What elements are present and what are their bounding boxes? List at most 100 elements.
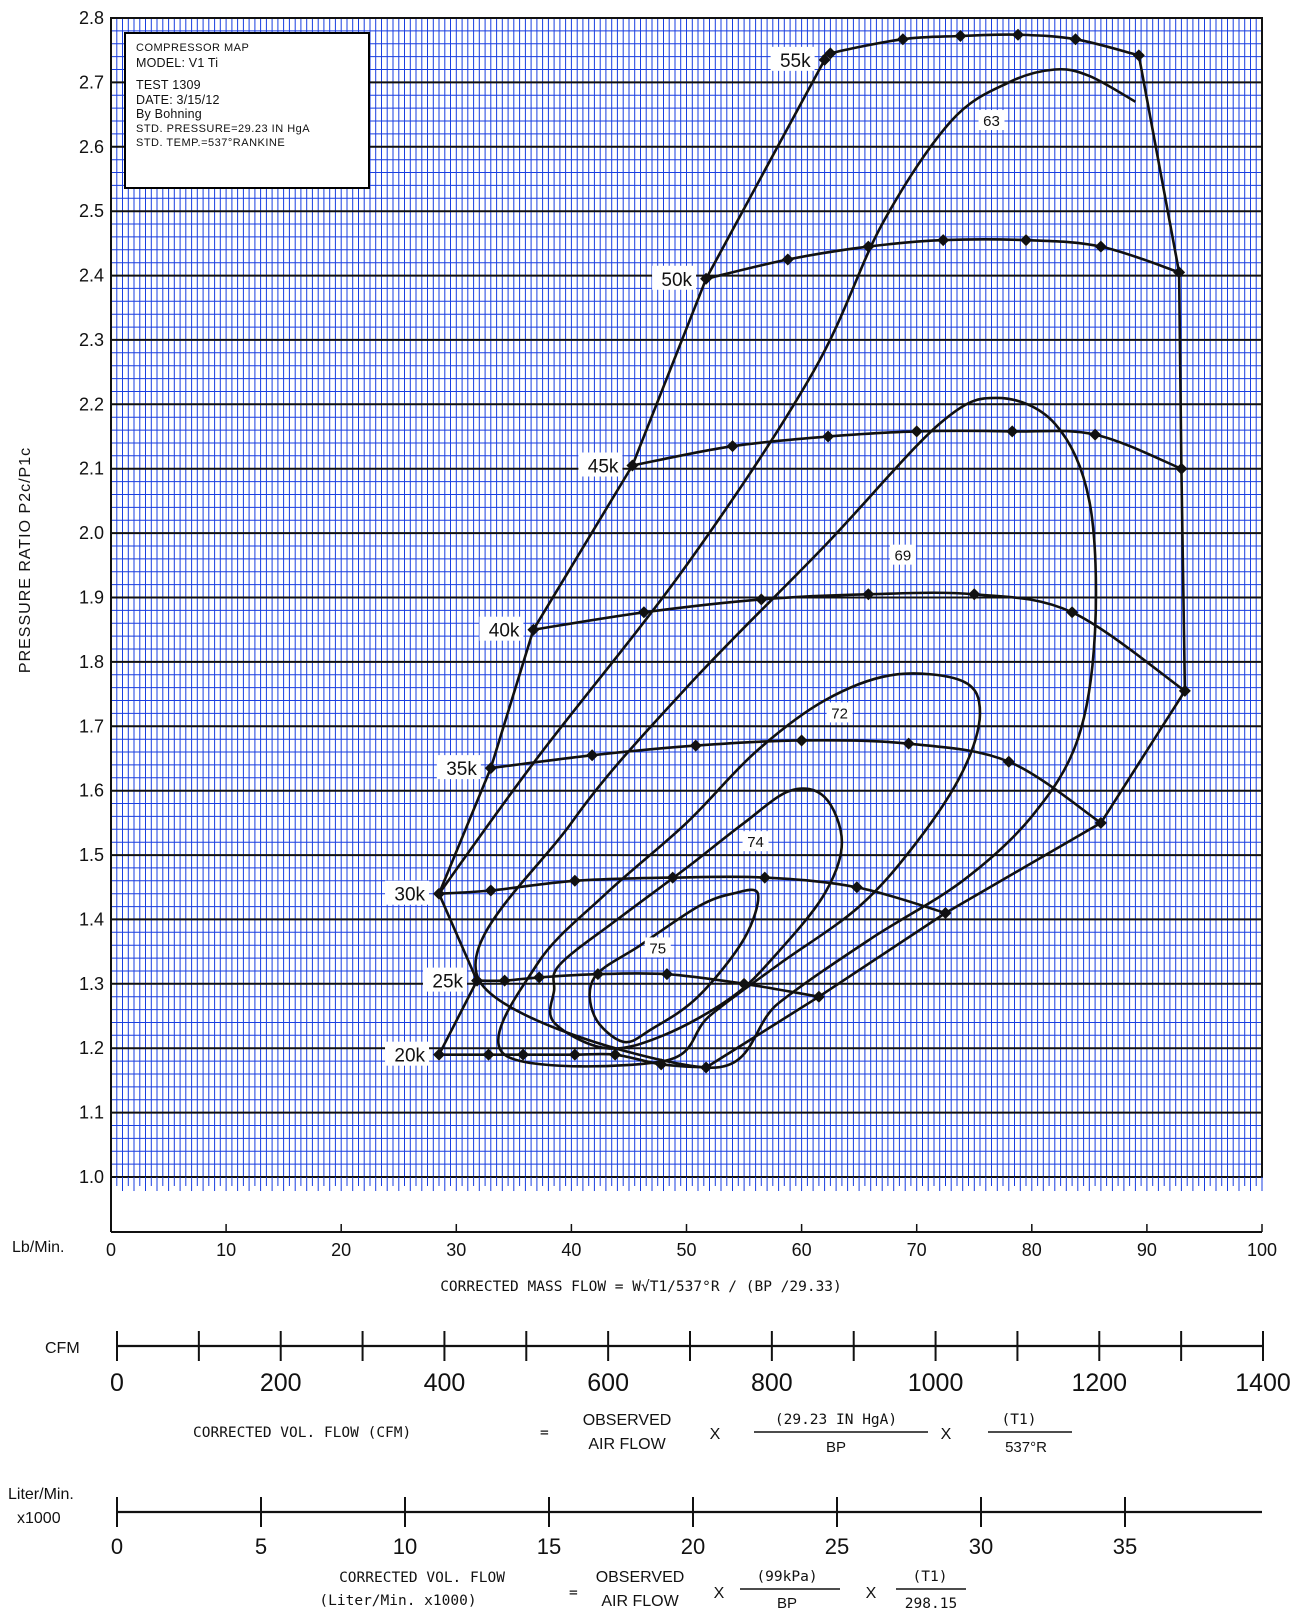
efficiency-label-bg <box>826 702 853 723</box>
y-tick-label: 1.5 <box>79 845 104 865</box>
data-point <box>666 871 679 884</box>
speed-label: 25k <box>432 972 463 993</box>
y-tick-label: 2.1 <box>79 459 104 479</box>
liter-formula-den1: AIR FLOW <box>601 1593 679 1610</box>
liter-tick-label: 15 <box>537 1534 561 1559</box>
cfm-formula-x2: X <box>941 1426 952 1443</box>
liter-formula-den2: BP <box>777 1595 797 1611</box>
data-point <box>862 240 875 253</box>
data-point <box>758 871 771 884</box>
data-point <box>568 874 581 887</box>
y-axis-label: PRESSURE RATIO P2c/P1c <box>17 447 34 673</box>
liter-formula-eq: = <box>569 1585 578 1601</box>
efficiency-island <box>588 888 760 1044</box>
data-point <box>850 881 863 894</box>
speed-label-bg <box>652 265 697 290</box>
x-axis-label: CORRECTED MASS FLOW = W√T1/537°R / (BP /… <box>440 1279 842 1295</box>
y-tick-label: 1.2 <box>79 1038 104 1058</box>
info-std-pressure: STD. PRESSURE=29.23 IN HgA <box>136 122 311 135</box>
data-point <box>726 440 739 453</box>
x-tick-label: 50 <box>676 1240 696 1260</box>
cfm-tick-label: 200 <box>260 1369 302 1397</box>
liter-formula-lhs2: (Liter/Min. x1000) <box>319 1593 476 1609</box>
efficiency-label-bg <box>889 544 916 565</box>
data-point <box>954 30 967 43</box>
data-point <box>700 1061 713 1074</box>
data-point <box>517 1048 530 1061</box>
x-tick-label: 70 <box>907 1240 927 1260</box>
liter-formula-den3: 298.15 <box>905 1596 957 1611</box>
liter-formula-x2: X <box>866 1585 877 1602</box>
test-info-box: COMPRESSOR MAP MODEL: V1 Ti TEST 1309 DA… <box>124 32 370 189</box>
cfm-tick-label: 0 <box>110 1369 124 1397</box>
data-point <box>433 887 446 900</box>
y-tick-label: 2.0 <box>79 523 104 543</box>
speed-label-bg <box>436 755 481 780</box>
cfm-formula-num1: OBSERVED <box>583 1412 672 1429</box>
tick-labels: 1.0 1.1 1.2 1.3 1.4 1.5 1.6 1.7 1.8 1.9 2.0 2.1 2.2 2… <box>79 8 1277 1260</box>
y-tick-label: 2.3 <box>79 330 104 350</box>
data-point <box>1020 234 1033 247</box>
cfm-tick-label: 800 <box>751 1369 793 1397</box>
data-point <box>484 884 497 897</box>
y-tick-label: 1.6 <box>79 781 104 801</box>
cfm-formula: CORRECTED VOL. FLOW (CFM) = OBSERVED AIR… <box>193 1412 1072 1456</box>
cfm-formula-lhs: CORRECTED VOL. FLOW (CFM) <box>193 1425 411 1441</box>
data-point <box>1002 755 1015 768</box>
liter-unit-label-2: x1000 <box>17 1510 61 1527</box>
data-point <box>586 749 599 762</box>
cfm-tick-label: 1400 <box>1235 1369 1291 1397</box>
data-point <box>609 1048 622 1061</box>
liter-formula: CORRECTED VOL. FLOW (Liter/Min. x1000) =… <box>319 1569 966 1611</box>
x-tick-label: 0 <box>106 1240 116 1260</box>
choke-line <box>705 55 1187 1069</box>
y-tick-label: 2.5 <box>79 201 104 221</box>
x-tick-label: 30 <box>446 1240 466 1260</box>
efficiency-label: 72 <box>831 705 848 722</box>
data-point <box>937 234 950 247</box>
efficiency-island <box>548 787 844 1050</box>
y-tick-label: 2.8 <box>79 8 104 28</box>
x-tick-label: 20 <box>331 1240 351 1260</box>
x-tick-label: 80 <box>1022 1240 1042 1260</box>
data-point <box>1006 425 1019 438</box>
data-point <box>1173 266 1186 279</box>
y-tick-label: 1.3 <box>79 974 104 994</box>
info-std-temp: STD. TEMP.=537°RANKINE <box>136 137 286 149</box>
data-point <box>812 990 825 1003</box>
secondary-axes: 0 200 400 600 800 1000 1200 1400 CFM 0 5 10 15 20 25 30… <box>8 1331 1291 1559</box>
y-tick-label: 2.4 <box>79 266 104 286</box>
x-unit-label: Lb/Min. <box>12 1239 64 1256</box>
cfm-formula-num2: (29.23 IN HgA) <box>775 1412 897 1428</box>
x-tick-label: 40 <box>561 1240 581 1260</box>
y-tick-label: 1.7 <box>79 716 104 736</box>
data-point <box>968 588 981 601</box>
liter-tick-label: 5 <box>255 1534 267 1559</box>
data-point <box>1066 606 1079 619</box>
data-point <box>822 430 835 443</box>
speed-lines <box>433 28 1191 1074</box>
data-point <box>781 253 794 266</box>
y-tick-label: 1.8 <box>79 652 104 672</box>
cfm-formula-den1: AIR FLOW <box>588 1436 666 1453</box>
data-point <box>626 459 639 472</box>
data-point <box>824 47 837 60</box>
data-point <box>896 33 909 46</box>
data-point <box>689 739 702 752</box>
cfm-formula-den2: BP <box>826 1439 846 1456</box>
data-point <box>902 737 915 750</box>
data-point <box>1089 428 1102 441</box>
speed-labels: 20k 25k 30k 35k 40k 45k 50k 55k <box>385 46 815 1067</box>
cfm-tick-label: 1000 <box>908 1369 964 1397</box>
cfm-tick-label: 400 <box>424 1369 466 1397</box>
y-tick-label: 1.4 <box>79 909 104 929</box>
liter-tick-label: 35 <box>1113 1534 1137 1559</box>
data-point <box>818 53 831 66</box>
cfm-formula-eq: = <box>540 1425 549 1441</box>
efficiency-label: 75 <box>649 940 666 957</box>
liter-tick-label: 10 <box>393 1534 417 1559</box>
cfm-formula-x1: X <box>710 1426 721 1443</box>
y-tick-label: 1.1 <box>79 1103 104 1123</box>
surge-line <box>437 59 826 1056</box>
speed-label: 35k <box>446 759 477 780</box>
